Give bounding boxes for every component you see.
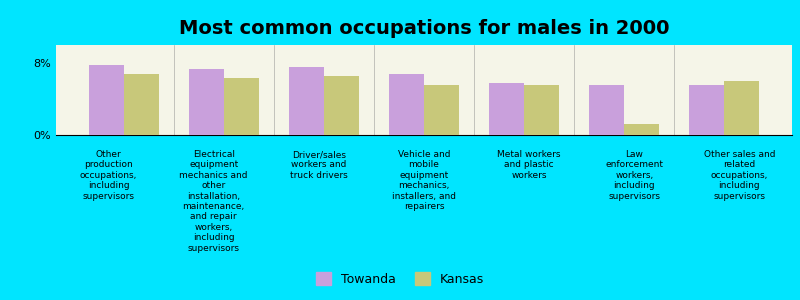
Bar xyxy=(90,65,125,135)
Text: Driver/sales
workers and
truck drivers: Driver/sales workers and truck drivers xyxy=(290,150,348,180)
Bar xyxy=(589,85,624,135)
Bar xyxy=(624,124,658,135)
Bar xyxy=(489,83,524,135)
Text: Metal workers
and plastic
workers: Metal workers and plastic workers xyxy=(498,150,561,180)
Text: Electrical
equipment
mechanics and
other
installation,
maintenance,
and repair
w: Electrical equipment mechanics and other… xyxy=(179,150,248,253)
Bar xyxy=(723,81,758,135)
Bar xyxy=(689,85,723,135)
Text: Other sales and
related
occupations,
including
supervisors: Other sales and related occupations, inc… xyxy=(704,150,775,201)
Bar xyxy=(125,74,159,135)
Bar xyxy=(224,78,259,135)
Bar xyxy=(324,76,359,135)
Text: Other
production
occupations,
including
supervisors: Other production occupations, including … xyxy=(80,150,138,201)
Bar xyxy=(190,69,224,135)
Text: Vehicle and
mobile
equipment
mechanics,
installers, and
repairers: Vehicle and mobile equipment mechanics, … xyxy=(392,150,456,211)
Bar xyxy=(424,85,459,135)
Bar xyxy=(289,68,324,135)
Title: Most common occupations for males in 2000: Most common occupations for males in 200… xyxy=(178,19,670,38)
Bar xyxy=(389,74,424,135)
Legend: Towanda, Kansas: Towanda, Kansas xyxy=(311,267,489,291)
Text: Law
enforcement
workers,
including
supervisors: Law enforcement workers, including super… xyxy=(606,150,663,201)
Bar xyxy=(524,85,559,135)
